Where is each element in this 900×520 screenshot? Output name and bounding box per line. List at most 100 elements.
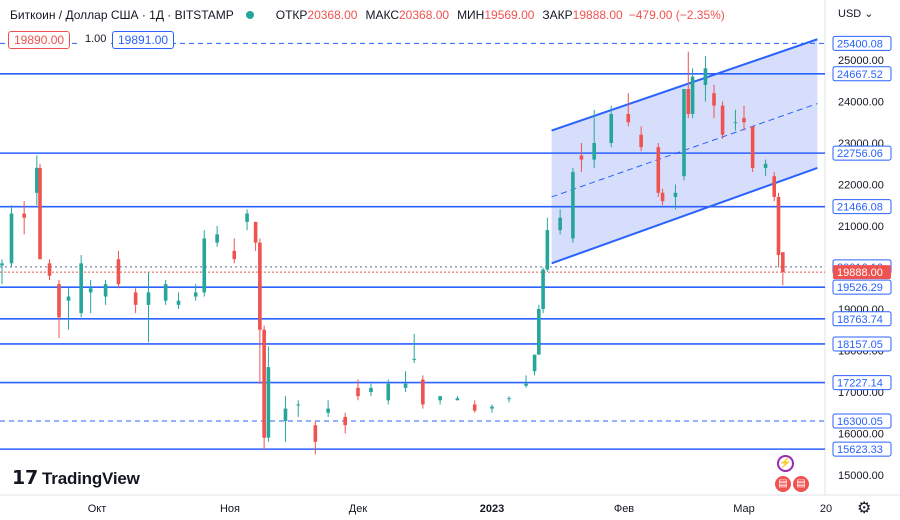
candle [609,105,614,148]
candle-body [47,263,52,276]
candle-body [712,93,716,106]
candle-body [532,354,537,372]
candle [656,143,661,197]
candle-body [386,383,391,401]
candle [690,68,695,119]
economic-event-flag-icon[interactable]: ▤ [775,476,791,492]
candle-body [103,284,108,297]
candle [673,184,678,210]
currency-selector[interactable]: USD ⌄ [838,7,874,20]
open-label: ОТКР [275,8,308,22]
candle [660,188,665,206]
level-price-label: 16300.05 [837,416,883,428]
candle-body [133,292,138,305]
chart-settings-gear-icon[interactable]: ⚙ [857,500,872,517]
x-tick-label: Дек [349,503,368,515]
candle-body [763,163,768,168]
candle-body [537,309,541,355]
candle-body [690,76,695,114]
candle [22,201,26,235]
candle [763,159,768,177]
candle [524,375,528,388]
level-price-label: 21466.08 [837,202,883,214]
candle-body [412,358,416,360]
candle-body [0,263,4,266]
candle [313,421,318,455]
candle [703,55,708,102]
candle [532,354,537,376]
candle [421,375,425,409]
candle [776,192,781,268]
candle-body [673,192,678,197]
y-tick-label: 25000.00 [838,55,884,67]
candle-body [283,408,288,422]
candle-body [524,383,528,386]
candle [403,371,408,392]
candle-body [438,396,442,401]
candle-body [421,379,425,405]
candle [0,259,4,285]
candle-body [79,263,83,314]
level-price-label: 24667.52 [837,69,883,81]
candle-body [193,292,198,297]
high-label: МАКС [365,8,399,22]
candle-body [146,292,151,305]
high-value: 20368.00 [399,8,450,22]
candle [356,379,360,401]
candle-body [639,134,643,148]
candle [163,279,168,305]
candle-body [720,105,725,135]
candle-body [343,416,347,426]
candle [386,379,391,405]
candle-body [750,126,755,168]
level-price-tag [832,311,892,327]
brand-name: TradingView [42,468,140,488]
candle-body [609,113,614,143]
sell-button[interactable]: 19890.00 [8,31,71,49]
candle [686,51,691,119]
candle-body [656,147,661,193]
chevron-down-icon: ⌄ [864,8,874,20]
candle [626,93,631,127]
x-tick-label: Ноя [220,503,240,515]
candle-body [258,242,262,330]
y-tick-label: 16000.00 [838,429,884,441]
low-label: МИН [457,8,485,22]
low-value: 19569.00 [484,8,535,22]
candle-body [116,259,121,285]
symbol-title[interactable]: Биткоин / Доллар США · 1Д · BITSTAMP [10,8,234,22]
tradingview-logo: 𝟭𝟳 TradingView [12,467,140,490]
change-value: −479.00 (−2.35%) [628,8,725,22]
candle [720,101,725,139]
candle-body [507,398,511,400]
economic-event-flag-icon[interactable]: ▤ [793,476,809,492]
candle-body [682,89,686,177]
candle [541,267,545,314]
candle [639,126,643,152]
candle [742,105,746,131]
candle [507,396,511,403]
candle-body [163,284,168,301]
candle [103,279,108,305]
buy-button[interactable]: 19891.00 [112,31,175,49]
y-tick-label: 24000.00 [838,97,884,109]
candle-body [772,176,777,197]
candle [455,396,460,401]
x-tick-label: 20 [820,503,832,515]
candle-body [541,269,545,309]
candle [88,279,93,314]
candle [146,271,151,343]
candle [266,346,271,442]
candle-body [490,406,494,409]
candle-body [266,367,271,438]
x-tick-label: 2023 [480,503,504,515]
event-lightning-icon[interactable]: ⚡ [777,455,794,472]
candle [215,226,219,247]
candle [490,404,494,413]
candle-body [215,234,219,243]
candle-body [571,172,575,239]
close-label: ЗАКР [542,8,573,22]
level-price-label: 18157.05 [837,339,883,351]
level-price-tag [832,413,892,429]
